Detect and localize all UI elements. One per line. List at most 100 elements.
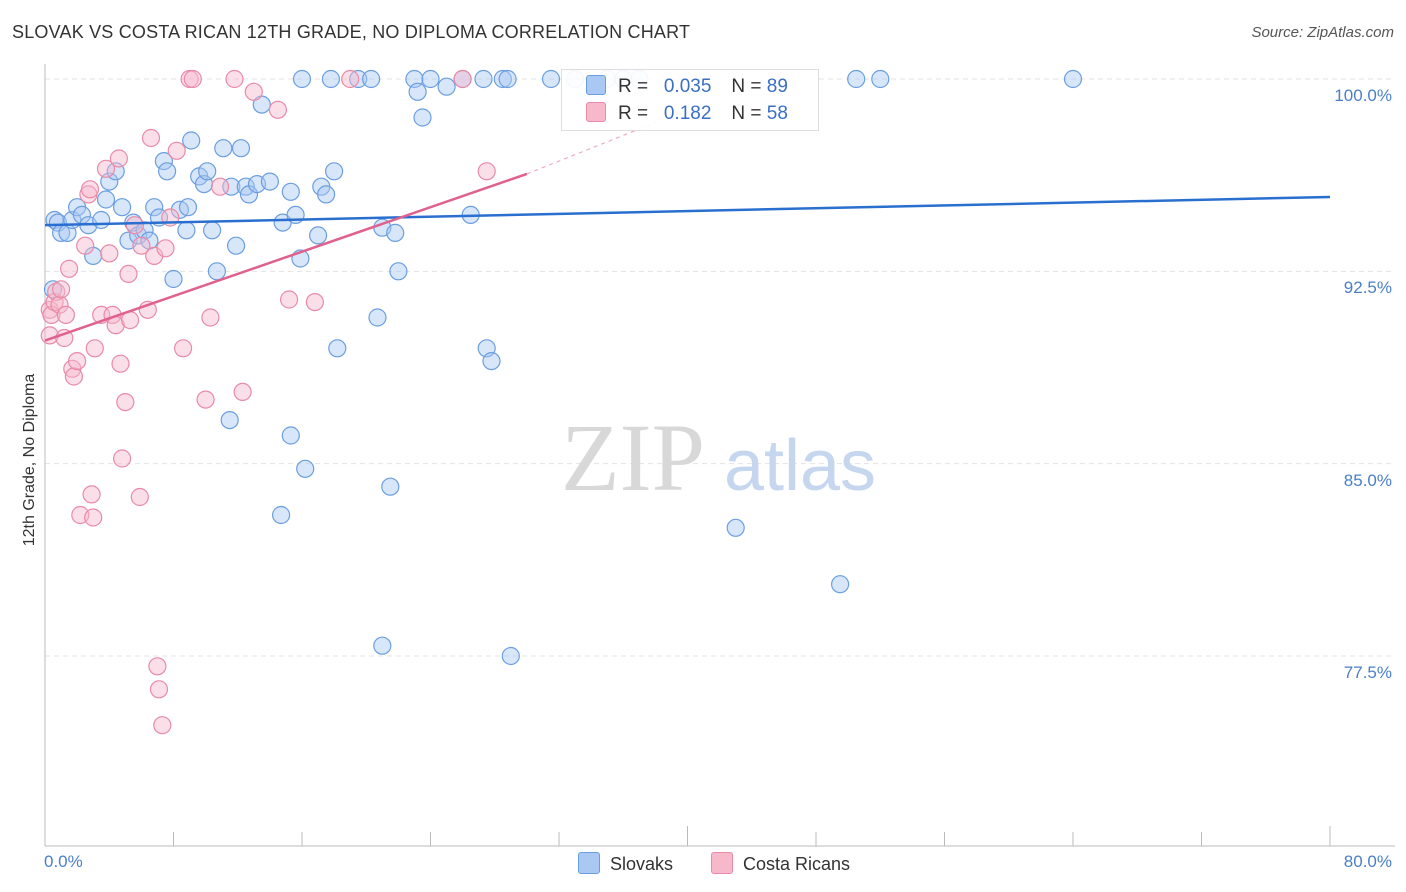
slovaks-point	[177, 221, 196, 240]
n-value: 58	[766, 103, 788, 124]
slovaks-point	[501, 646, 520, 666]
costa-ricans-point	[225, 69, 244, 89]
costa-ricans-point	[64, 367, 84, 386]
gridlines	[45, 78, 1395, 657]
data-points	[40, 69, 1083, 735]
costa-ricans-point	[84, 508, 103, 527]
legend-item-slovaks[interactable]: Slovaks	[578, 852, 673, 875]
slovaks-point	[726, 518, 745, 537]
costa-ricans-swatch	[586, 102, 606, 122]
slovaks-point	[296, 459, 315, 478]
costa-ricans-point	[201, 308, 220, 327]
costa-ricans-point	[167, 141, 186, 160]
slovaks-point	[871, 69, 890, 89]
x-tick-label-min: 0.0%	[44, 852, 83, 871]
slovaks-point	[381, 477, 400, 496]
y-tick-label: 100.0%	[1334, 86, 1392, 105]
slovaks-point	[178, 198, 198, 217]
y-tick-label: 77.5%	[1343, 663, 1392, 682]
stats-row-costa-ricans: R = 0.182 N = 58	[586, 102, 788, 126]
costa-ricans-point	[153, 716, 172, 735]
n-label: N =	[731, 103, 762, 124]
slovaks-point	[321, 69, 340, 89]
costa-ricans-point	[51, 280, 71, 299]
costa-ricans-point	[111, 354, 130, 373]
costa-ricans-point	[116, 393, 135, 412]
y-tick-label: 92.5%	[1343, 278, 1392, 298]
stats-row-slovaks: R = 0.035 N = 89	[586, 75, 788, 99]
costa-ricans-point	[76, 236, 95, 255]
slovaks-point	[292, 69, 312, 89]
slovaks-point	[227, 236, 246, 255]
chart-title: SLOVAK VS COSTA RICAN 12TH GRADE, NO DIP…	[12, 22, 691, 42]
slovaks-point	[231, 139, 251, 158]
costa-ricans-trend-line	[44, 172, 528, 342]
slovaks-point	[493, 69, 512, 89]
y-tick-label: 85.0%	[1343, 470, 1392, 490]
costa-ricans-point	[112, 449, 132, 468]
slovaks-point	[498, 69, 517, 89]
slovaks-point	[158, 162, 177, 181]
costa-ricans-point	[56, 305, 76, 324]
slovaks-point	[373, 636, 392, 655]
slovaks-point	[408, 82, 427, 101]
slovaks-point	[389, 262, 408, 281]
slovaks-point	[421, 69, 440, 89]
slovaks-point	[96, 190, 116, 209]
watermark-atlas: atlas	[724, 426, 876, 506]
slovaks-point	[207, 262, 226, 281]
stats-box: R = 0.035 N = 89 R = 0.182 N = 58	[561, 69, 819, 131]
costa-ricans-point	[156, 239, 175, 258]
n-label: N =	[731, 76, 762, 97]
r-value: 0.035	[663, 76, 712, 97]
costa-ricans-point	[125, 216, 144, 235]
costa-ricans-point	[119, 264, 138, 283]
slovaks-point	[281, 426, 300, 445]
costa-ricans-point	[59, 259, 79, 278]
costa-ricans-point	[183, 69, 202, 89]
slovaks-point	[325, 162, 344, 181]
slovaks-point	[1063, 69, 1083, 89]
axes	[44, 64, 1395, 847]
r-label: R =	[618, 103, 649, 124]
slovaks-point	[272, 505, 291, 525]
costa-ricans-point	[149, 680, 169, 699]
legend-item-costa-ricans[interactable]: Costa Ricans	[711, 852, 850, 875]
slovaks-point	[198, 162, 217, 181]
slovaks-swatch	[586, 75, 606, 95]
costa-ricans-point	[244, 82, 263, 101]
slovaks-point	[362, 69, 381, 89]
legend-swatch-slovaks	[578, 852, 600, 874]
costa-ricans-point	[82, 485, 101, 504]
costa-ricans-point	[211, 177, 230, 196]
costa-ricans-point	[96, 159, 116, 178]
costa-ricans-point	[100, 244, 119, 263]
slovaks-point	[182, 131, 201, 150]
slovaks-point	[317, 185, 336, 204]
legend-swatch-costa-ricans	[711, 852, 733, 874]
costa-ricans-point	[67, 352, 87, 371]
slovaks-point	[368, 308, 387, 327]
slovaks-point	[154, 152, 173, 171]
slovaks-point	[847, 69, 866, 89]
costa-ricans-point	[50, 295, 69, 314]
slovaks-point	[203, 221, 222, 240]
slovaks-point	[437, 77, 456, 96]
slovaks-point	[260, 172, 279, 191]
costa-ricans-point	[109, 149, 129, 168]
costa-ricans-point	[268, 100, 287, 119]
slovaks-point	[830, 575, 850, 594]
legend-label: Costa Ricans	[743, 854, 851, 874]
costa-ricans-point	[148, 657, 167, 676]
slovaks-point	[92, 210, 111, 230]
costa-ricans-point	[174, 339, 193, 358]
legend-label: Slovaks	[610, 854, 674, 874]
slovaks-point	[214, 139, 233, 158]
costa-ricans-point	[132, 236, 151, 255]
y-axis-label: 12th Grade, No Diploma	[21, 373, 38, 547]
costa-ricans-point	[280, 290, 299, 309]
slovaks-point	[541, 69, 561, 89]
costa-ricans-point	[233, 382, 252, 401]
slovaks-point	[281, 182, 300, 201]
